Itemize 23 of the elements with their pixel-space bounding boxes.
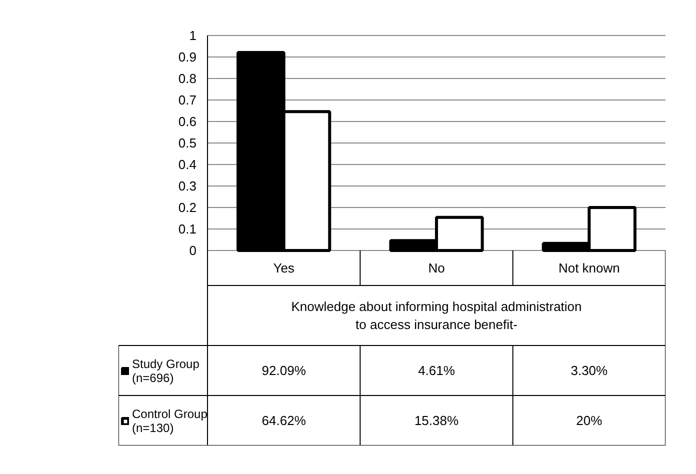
legend-label: Study Group (n=696) xyxy=(132,357,200,385)
y-tick-label: 0.8 xyxy=(178,71,197,86)
y-tick-label: 1 xyxy=(189,28,197,43)
x-axis-title: Knowledge about informing hospital administration to access insurance benefit- xyxy=(291,299,582,332)
data-label: 3.30% xyxy=(570,363,608,378)
y-tick-label: 0.1 xyxy=(178,222,197,236)
x-tick-label: No xyxy=(428,260,445,276)
data-label: 15.38% xyxy=(414,413,459,428)
legend-label: Control Group (n=130) xyxy=(132,407,208,435)
y-tick-label: 0.3 xyxy=(178,178,197,194)
y-tick-label: 0.4 xyxy=(178,157,197,172)
x-tick-label: Not known xyxy=(558,260,620,276)
y-tick-label: 0.5 xyxy=(178,136,197,150)
x-tick-label: Yes xyxy=(273,260,295,276)
y-tick-label: 0.7 xyxy=(178,92,197,108)
y-tick-label: 0 xyxy=(189,243,197,258)
y-tick-label: 0.2 xyxy=(178,200,197,215)
data-label: 64.62% xyxy=(262,413,306,428)
data-label: 4.61% xyxy=(418,363,456,378)
data-label: 92.09% xyxy=(262,363,306,378)
y-tick-label: 0.6 xyxy=(178,114,197,129)
data-label: 20% xyxy=(576,413,603,428)
y-tick-label: 0.9 xyxy=(178,50,197,64)
